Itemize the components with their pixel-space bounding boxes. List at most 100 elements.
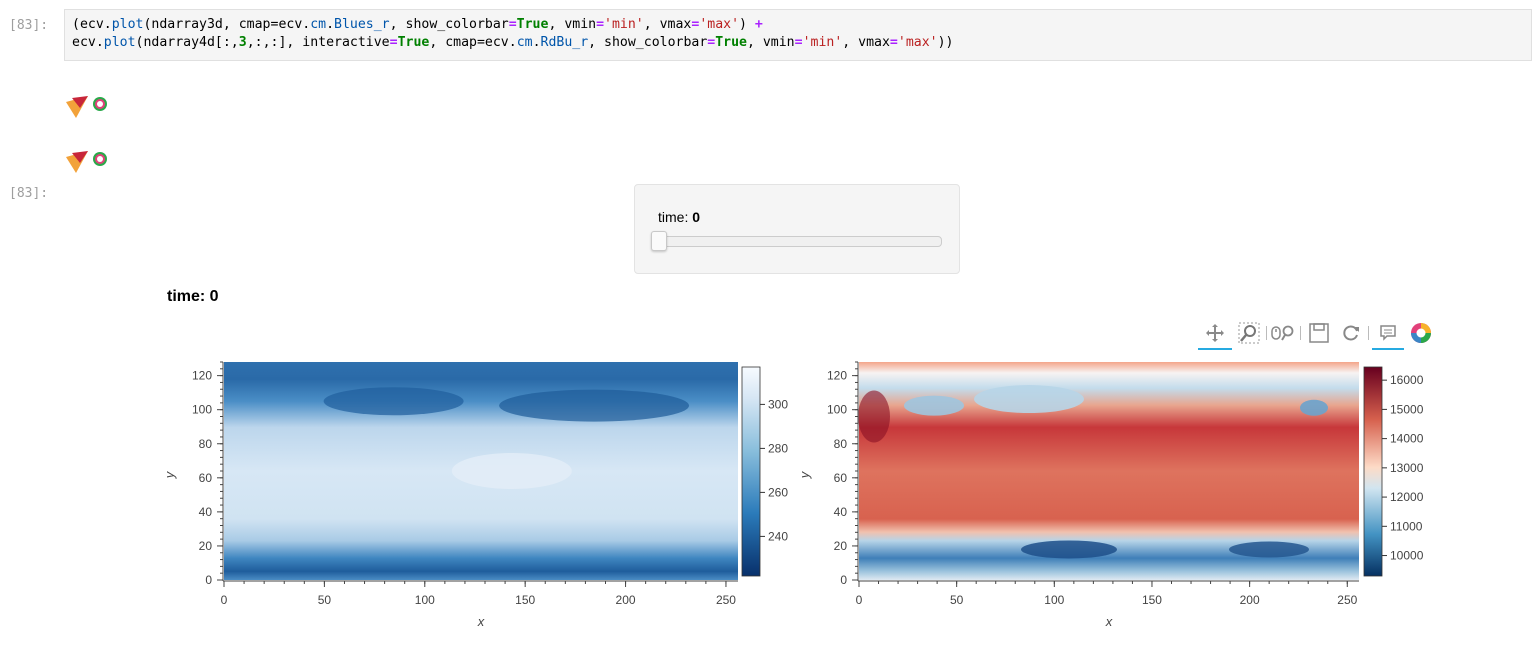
code-token: . (326, 17, 335, 32)
code-token: 3 (238, 35, 247, 50)
colorbar-tick-label: 300 (768, 397, 788, 411)
plot-title: time: 0 (167, 288, 219, 305)
colorbar-tick-label: 16000 (1390, 373, 1424, 387)
colorbar-tick-label: 280 (768, 441, 788, 455)
bokeh-logo-icon[interactable] (1408, 318, 1434, 348)
code-token: = (691, 17, 700, 32)
y-tick-label: 0 (205, 573, 212, 587)
input-prompt: [83]: (9, 18, 49, 33)
x-tick-label: 100 (415, 593, 435, 607)
code-token: = (707, 35, 716, 50)
y-tick-label: 40 (834, 505, 848, 519)
pan-icon[interactable] (1198, 318, 1232, 350)
code-cell[interactable]: (ecv.plot(ndarray3d, cmap=ecv.cm.Blues_r… (64, 9, 1532, 61)
x-tick-label: 50 (950, 593, 964, 607)
y-tick-label: 20 (834, 539, 848, 553)
code-token: = (596, 17, 605, 32)
heatmap-feature (858, 390, 890, 443)
colorbar-tick-label: 13000 (1390, 461, 1424, 475)
y-axis-label: y (797, 470, 812, 479)
x-tick-label: 150 (515, 593, 535, 607)
code-token: RdBu_r (540, 35, 589, 50)
colorbar-tick-label: 12000 (1390, 490, 1424, 504)
heatmap-feature (323, 387, 464, 416)
code-token: cm (516, 35, 533, 50)
code-token: )) (937, 35, 954, 50)
x-axis-label: x (477, 614, 485, 629)
code-token: , vmax (643, 17, 692, 32)
code-line-1: (ecv.plot(ndarray3d, cmap=ecv.cm.Blues_r… (72, 16, 1531, 34)
code-token: , vmin (548, 17, 597, 32)
x-tick-label: 0 (856, 593, 863, 607)
y-tick-label: 20 (199, 539, 213, 553)
code-token: ecv. (72, 35, 104, 50)
code-line-2: ecv.plot(ndarray4d[:,3,:,:], interactive… (72, 34, 1531, 52)
x-tick-label: 100 (1044, 593, 1064, 607)
code-token: + (754, 17, 763, 32)
y-tick-label: 60 (199, 471, 213, 485)
colorbar-tick-label: 15000 (1390, 402, 1424, 416)
box-zoom-icon[interactable] (1236, 318, 1262, 348)
output-prompt: [83]: (9, 186, 49, 201)
reset-icon[interactable] (1338, 318, 1364, 348)
y-tick-label: 0 (840, 573, 847, 587)
colorbar-tick-label: 260 (768, 485, 788, 499)
x-axis-label: x (1105, 614, 1113, 629)
x-tick-label: 150 (1142, 593, 1162, 607)
y-tick-label: 80 (199, 437, 213, 451)
x-tick-label: 0 (221, 593, 228, 607)
code-token: . (532, 35, 541, 50)
code-token: True (397, 35, 430, 50)
time-slider-widget: time: 0 (634, 184, 960, 274)
code-token: = (794, 35, 803, 50)
x-tick-label: 250 (1337, 593, 1357, 607)
y-tick-label: 60 (834, 471, 848, 485)
code-token: (ndarray3d, cmap=ecv. (143, 17, 311, 32)
code-token: ) (739, 17, 755, 32)
heatmap-feature (904, 395, 964, 416)
code-token: , vmax (842, 35, 890, 50)
holoviews-logo-icon (66, 96, 107, 118)
heatmap-feature (1229, 541, 1309, 558)
code-token: = (389, 35, 398, 50)
heatmap-feature (974, 385, 1084, 414)
colorbar-tick-label: 14000 (1390, 432, 1424, 446)
heatmap-feature (1021, 540, 1117, 559)
slider-label: time: (658, 209, 689, 225)
code-token: (ndarray4d[:, (135, 35, 239, 50)
save-icon[interactable] (1306, 318, 1332, 348)
hover-icon[interactable] (1372, 318, 1404, 350)
x-tick-label: 50 (318, 593, 332, 607)
code-token: , show_colorbar (389, 17, 509, 32)
x-tick-label: 200 (616, 593, 636, 607)
code-token: cm (310, 17, 327, 32)
slider-handle[interactable] (651, 231, 667, 251)
colorbar (1363, 366, 1383, 577)
y-tick-label: 120 (827, 369, 847, 383)
heatmap-feature (499, 389, 690, 422)
code-token: , vmin (746, 35, 795, 50)
code-token: 'min' (604, 17, 644, 32)
code-token: , show_colorbar (588, 35, 708, 50)
code-token: Blues_r (334, 17, 390, 32)
slider-value: 0 (692, 209, 701, 225)
code-token: True (715, 35, 747, 50)
y-tick-label: 40 (199, 505, 213, 519)
code-token: = (889, 35, 898, 50)
code-token: 'min' (802, 35, 843, 50)
heatmap-feature (451, 453, 572, 489)
wheel-zoom-icon[interactable] (1270, 318, 1296, 348)
y-tick-label: 120 (192, 369, 212, 383)
colorbar-tick-label: 240 (768, 529, 788, 543)
colorbar (741, 366, 761, 577)
code-token: , cmap=ecv. (429, 35, 517, 50)
x-tick-label: 200 (1240, 593, 1260, 607)
code-token: 'max' (897, 35, 938, 50)
code-token: ,:,:], interactive (246, 35, 390, 50)
x-tick-label: 250 (716, 593, 736, 607)
code-token: 'max' (699, 17, 740, 32)
code-token: plot (111, 17, 144, 32)
heatmap-feature (1300, 399, 1328, 416)
y-tick-label: 100 (827, 403, 847, 417)
